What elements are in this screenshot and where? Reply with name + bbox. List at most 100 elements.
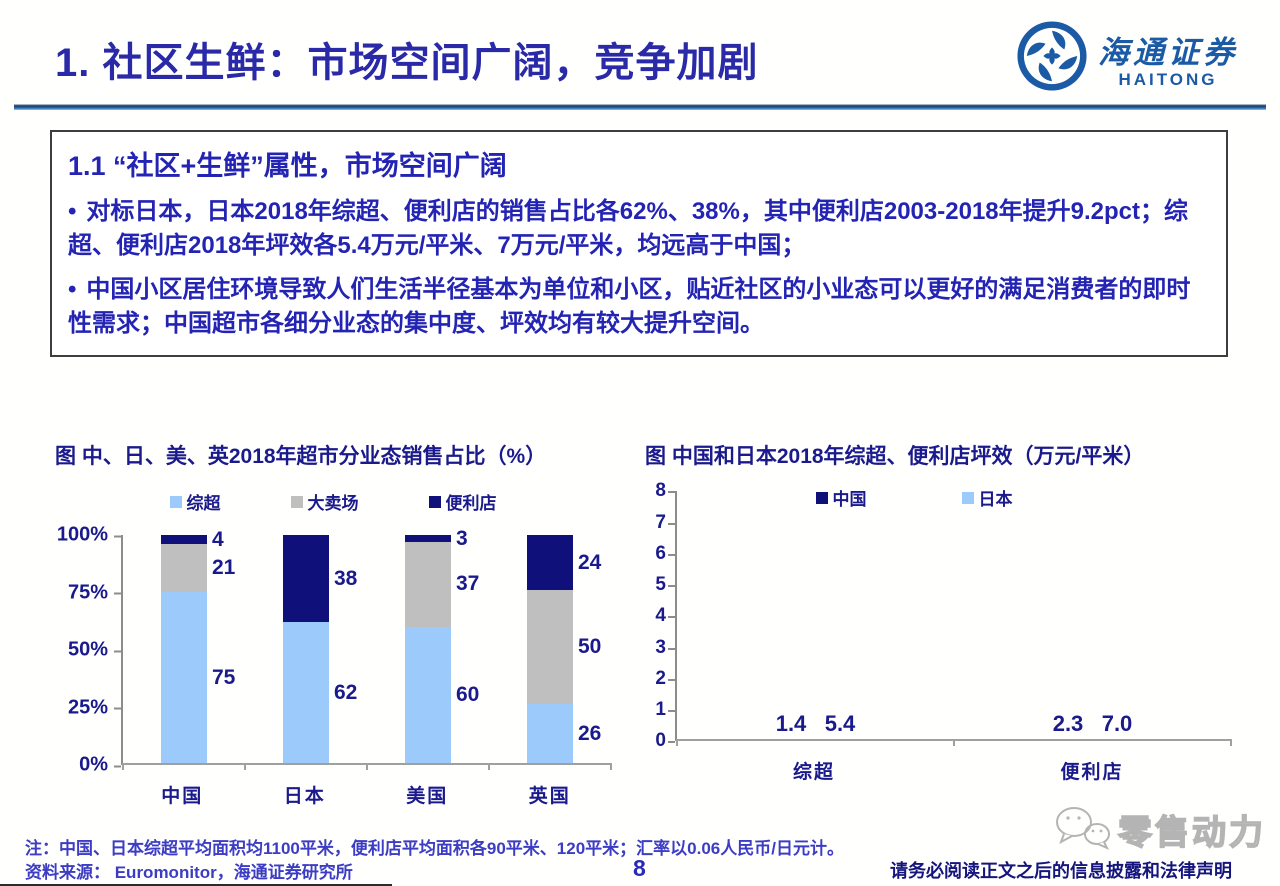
- bullet-2-text: 中国小区居住环境导致人们生活半径基本为单位和小区，贴近社区的小业态可以更好的满足…: [68, 276, 1191, 338]
- bar-segment-便利店: 38: [283, 535, 357, 622]
- haitong-logo: 海通证券 HAITONG: [1016, 20, 1238, 97]
- y-axis: 8 7 6 5 4 3 2 1 0: [645, 480, 675, 751]
- disclaimer: 请务必阅读正文之后的信息披露和法律声明: [890, 861, 1232, 881]
- data-label: 5.4: [824, 711, 856, 737]
- bar-segment-大卖场: 21: [161, 544, 235, 593]
- chart-legend: 综超 大卖场 便利店: [55, 489, 611, 514]
- bar-segment-综超: 60: [405, 626, 479, 764]
- stacked-bar-英国: 26 50 24: [527, 535, 601, 764]
- x-tick: [610, 763, 612, 771]
- legend-swatch-icon: [961, 491, 974, 504]
- chart-legend: 中国 日本: [637, 485, 1191, 510]
- stacked-bar-日本: 62 38: [283, 535, 357, 764]
- bar-segment-便利店: 4: [161, 528, 224, 551]
- bullet-marker: •: [68, 198, 77, 225]
- plot-area: 中国 日本 1.4 5.4 2.3 7.0: [675, 490, 1232, 747]
- legend-item-便利店: 便利店: [428, 489, 497, 514]
- source-line: 资料来源： Euromonitor，海通证券研究所: [25, 863, 353, 882]
- bullet-1-text: 对标日本，日本2018年综超、便利店的销售占比各62%、38%，其中便利店200…: [68, 198, 1189, 260]
- bar-segment-综超: 75: [161, 592, 235, 764]
- x-tick: [953, 739, 955, 747]
- y-tick-label: 4: [645, 605, 675, 627]
- x-label-日本: 日本: [283, 786, 326, 808]
- x-ticks: [676, 739, 1232, 747]
- chart-ping-xiao-title: 图 中国和日本2018年综超、便利店坪效（万元/平米）: [645, 445, 1145, 468]
- stacked-bar-美国: 60 37 3: [405, 527, 479, 764]
- plot-wrap: 100% 75% 50% 25% 0% 75 21 4 62 38 60 37 3 26 50 24: [55, 524, 612, 776]
- x-label-便利店: 便利店: [1060, 762, 1124, 784]
- legend-item-大卖场: 大卖场: [290, 489, 359, 514]
- legend-item-日本: 日本: [961, 485, 1013, 510]
- legend-swatch-icon: [290, 495, 303, 508]
- plot-wrap: 8 7 6 5 4 3 2 1 0 中国 日本 1.4 5.4 2.3 7.0: [645, 480, 1232, 751]
- page-title: 1. 社区生鲜：市场空间广阔，竞争加剧: [55, 41, 759, 85]
- data-label: 37: [456, 572, 480, 596]
- bar-group-日本: 62 38: [245, 535, 367, 764]
- bar-group-英国: 26 50 24: [489, 535, 611, 764]
- data-label: 3: [456, 526, 468, 550]
- stacked-bar-中国: 75 21 4: [161, 528, 235, 764]
- footnote: 注：中国、日本综超平均面积均1100平米，便利店平均面积各90平米、120平米；…: [25, 839, 844, 858]
- logo-text: 海通证券 HAITONG: [1098, 27, 1238, 90]
- wechat-icon: [1052, 803, 1114, 856]
- data-label: 50: [578, 635, 602, 659]
- x-tick: [366, 763, 368, 771]
- y-tick-label: 7: [645, 512, 675, 534]
- legend-label: 中国: [832, 490, 867, 510]
- y-tick-label: 5: [645, 574, 675, 596]
- legend-swatch-icon: [169, 495, 182, 508]
- bar-group-便利店: 2.3 7.0: [954, 491, 1231, 739]
- y-tick-label: 75%: [55, 581, 121, 604]
- data-label: 26: [578, 721, 602, 745]
- legend-label: 便利店: [445, 494, 497, 514]
- y-tick-label: 1: [645, 699, 675, 721]
- x-ticks: [122, 763, 612, 771]
- logo-name: 海通证券: [1098, 35, 1238, 70]
- bullet-2: • 中国小区居住环境导致人们生活半径基本为单位和小区，贴近社区的小业态可以更好的满…: [68, 273, 1210, 341]
- y-tick-label: 0: [645, 730, 675, 752]
- data-label: 75: [212, 665, 236, 689]
- y-tick-label: 25%: [55, 696, 121, 719]
- plot-area: 75 21 4 62 38 60 37 3 26 50 24: [121, 527, 612, 771]
- bar-group-中国: 75 21 4: [123, 528, 245, 764]
- y-tick-label: 6: [645, 543, 675, 565]
- bar-segment-综超: 26: [527, 704, 601, 764]
- x-tick: [122, 763, 124, 771]
- bar-segment-大卖场: 37: [405, 542, 479, 627]
- x-tick: [676, 739, 678, 747]
- bullet-1: • 对标日本，日本2018年综超、便利店的销售占比各62%、38%，其中便利店20…: [68, 195, 1210, 263]
- bottom-edge-line: [0, 884, 392, 886]
- data-label: 38: [334, 566, 358, 590]
- legend-swatch-icon: [815, 491, 828, 504]
- page-number: 8: [633, 855, 646, 881]
- y-tick-label: 50%: [55, 639, 121, 662]
- watermark-text: 零售动力: [1117, 813, 1266, 853]
- legend-label: 综超: [186, 494, 221, 514]
- x-tick: [244, 763, 246, 771]
- y-tick-label: 2: [645, 668, 675, 690]
- legend-label: 大卖场: [307, 494, 359, 514]
- chart-ping-xiao: 图 中国和日本2018年综超、便利店坪效（万元/平米） 8 7 6 5 4 3 2 1 0 中国…: [645, 443, 1232, 784]
- summary-box: 1.1 “社区+生鲜”属性，市场空间广阔 • 对标日本，日本2018年综超、便利店…: [50, 130, 1228, 358]
- x-label-美国: 美国: [406, 786, 449, 808]
- data-label: 21: [212, 556, 236, 580]
- bar-segment-综超: 62: [283, 621, 357, 764]
- x-labels: 中国 日本 美国 英国: [121, 781, 611, 808]
- box-heading: 1.1 “社区+生鲜”属性，市场空间广阔: [68, 151, 507, 181]
- y-tick-label: 3: [645, 637, 675, 659]
- x-label-英国: 英国: [528, 786, 571, 808]
- x-labels: 综超 便利店: [675, 757, 1231, 784]
- chart-sales-share-title: 图 中、日、美、英2018年超市分业态销售占比（%）: [55, 445, 547, 468]
- data-label: 2.3: [1052, 711, 1084, 737]
- data-label: 62: [334, 680, 358, 704]
- bar-group-美国: 60 37 3: [367, 527, 489, 764]
- title-divider: [14, 104, 1266, 110]
- legend-item-中国: 中国: [815, 485, 867, 510]
- bar-segment-便利店: 3: [405, 527, 468, 550]
- haitong-emblem-icon: [1016, 20, 1088, 97]
- data-label: 1.4: [775, 711, 807, 737]
- x-tick: [1230, 739, 1232, 747]
- bullet-marker: •: [68, 276, 77, 304]
- data-label: 7.0: [1101, 711, 1133, 737]
